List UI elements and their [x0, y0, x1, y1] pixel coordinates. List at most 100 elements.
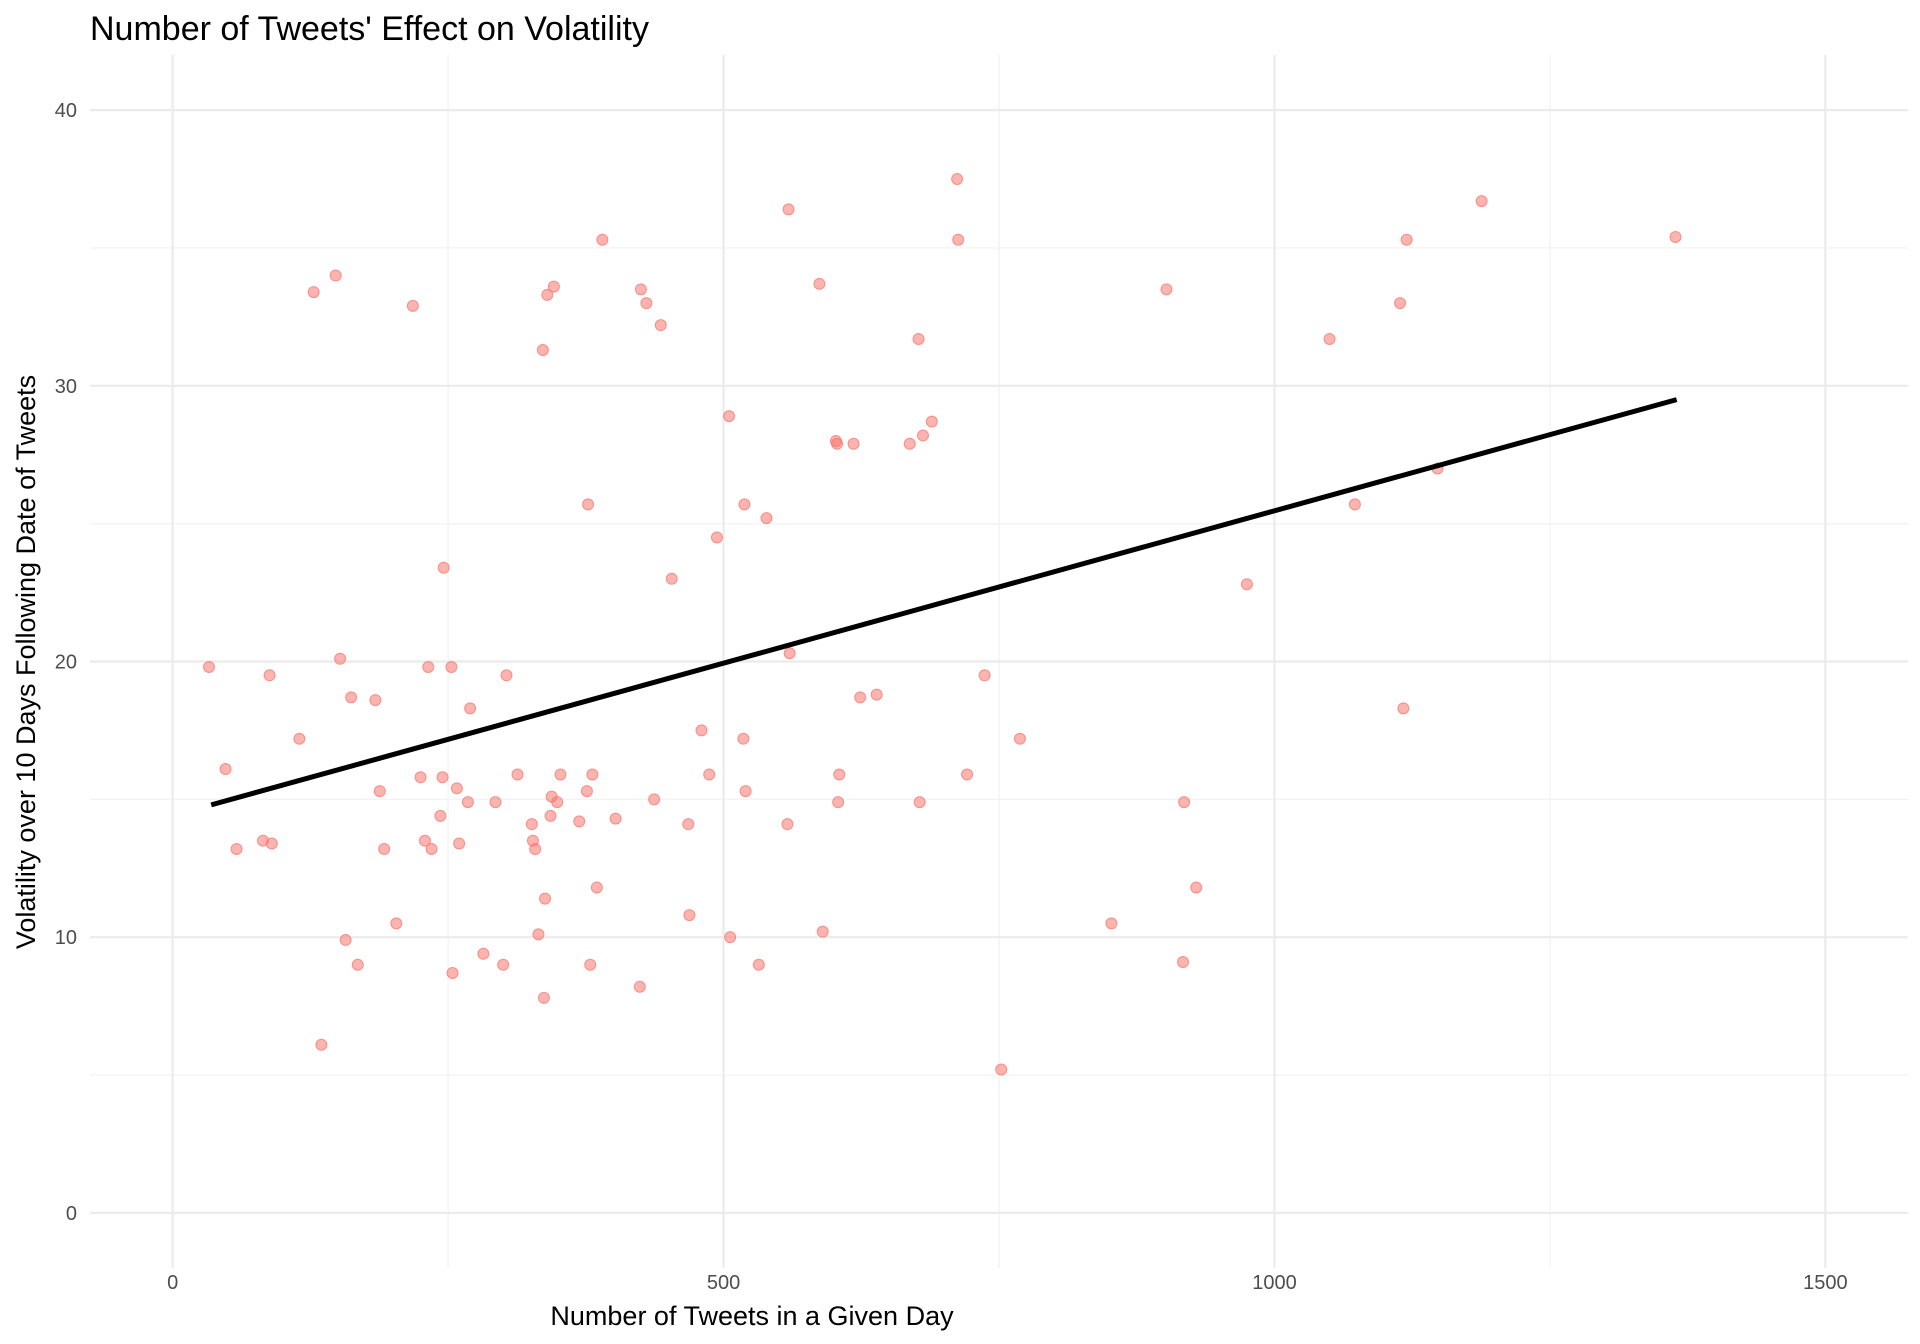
data-point — [854, 691, 867, 704]
data-point — [952, 233, 965, 246]
data-point — [1397, 702, 1410, 715]
y-axis-title: Volatility over 10 Days Following Date o… — [11, 375, 41, 949]
data-point — [833, 768, 846, 781]
data-point — [539, 892, 552, 905]
data-point — [816, 925, 829, 938]
data-point — [551, 796, 564, 809]
data-point — [633, 980, 646, 993]
data-point — [1475, 195, 1488, 208]
data-point — [609, 812, 622, 825]
data-point — [995, 1063, 1008, 1076]
data-point — [586, 768, 599, 781]
data-point — [925, 415, 938, 428]
data-point — [230, 842, 243, 855]
data-point — [334, 652, 347, 665]
data-point — [573, 815, 586, 828]
data-point — [497, 958, 510, 971]
data-point — [541, 288, 554, 301]
data-point — [265, 837, 278, 850]
data-point — [832, 796, 845, 809]
data-point — [464, 702, 477, 715]
data-point — [536, 343, 549, 356]
x-axis-title: Number of Tweets in a Given Day — [550, 1301, 954, 1331]
data-point — [648, 793, 661, 806]
data-point — [870, 688, 883, 701]
x-tick-label: 1500 — [1803, 1272, 1848, 1294]
data-point — [345, 691, 358, 704]
y-tick-label: 30 — [55, 376, 77, 398]
trend-line — [210, 397, 1678, 808]
data-point — [339, 933, 352, 946]
data-point — [529, 842, 542, 855]
data-point — [315, 1038, 328, 1051]
data-point — [683, 909, 696, 922]
data-point — [654, 319, 667, 332]
data-point — [1178, 796, 1191, 809]
data-point — [1105, 917, 1118, 930]
data-point — [202, 661, 215, 674]
data-point — [329, 269, 342, 282]
data-point — [477, 947, 490, 960]
data-point — [445, 661, 458, 674]
data-point — [1400, 233, 1413, 246]
data-point — [373, 785, 386, 798]
y-tick-label: 40 — [55, 100, 77, 122]
data-point — [219, 763, 232, 776]
data-point — [739, 785, 752, 798]
data-point — [422, 661, 435, 674]
data-point — [489, 796, 502, 809]
data-point — [406, 299, 419, 312]
y-tick-label: 20 — [55, 652, 77, 674]
data-point — [532, 928, 545, 941]
data-point — [916, 429, 929, 442]
data-point — [446, 967, 459, 980]
data-point — [913, 796, 926, 809]
data-point — [1013, 732, 1026, 745]
data-point — [596, 233, 609, 246]
x-axis-ticks: 0 500 1000 1500 — [167, 1272, 1848, 1294]
data-point — [978, 669, 991, 682]
data-point — [782, 203, 795, 216]
data-point — [461, 796, 474, 809]
data-point — [760, 512, 773, 525]
data-point — [1160, 283, 1173, 296]
data-point — [378, 842, 391, 855]
data-point — [554, 768, 567, 781]
data-point — [436, 771, 449, 784]
data-point — [500, 669, 513, 682]
data-point — [831, 437, 844, 450]
data-point — [263, 669, 276, 682]
data-point — [369, 694, 382, 707]
data-point — [1348, 498, 1361, 511]
data-point — [961, 768, 974, 781]
data-point — [640, 297, 653, 310]
data-point — [537, 991, 550, 1004]
data-point — [682, 818, 695, 831]
data-point — [1669, 230, 1682, 243]
data-point — [425, 842, 438, 855]
x-tick-label: 1000 — [1252, 1272, 1297, 1294]
data-point — [582, 498, 595, 511]
data-point — [847, 437, 860, 450]
data-point — [665, 572, 678, 585]
data-point — [525, 818, 538, 831]
data-point — [450, 782, 463, 795]
data-point — [737, 732, 750, 745]
data-point — [903, 437, 916, 450]
data-point — [1240, 578, 1253, 591]
data-point — [293, 732, 306, 745]
data-point — [418, 834, 431, 847]
y-axis-ticks: 0 10 20 30 40 — [55, 100, 77, 1225]
data-point — [634, 283, 647, 296]
data-point — [813, 277, 826, 290]
x-tick-label: 0 — [167, 1272, 178, 1294]
x-tick-label: 500 — [707, 1272, 740, 1294]
data-point — [723, 410, 736, 423]
data-points — [202, 173, 1682, 1076]
data-point — [351, 958, 364, 971]
grid — [90, 55, 1908, 1268]
y-tick-label: 0 — [66, 1203, 77, 1225]
data-point — [1323, 332, 1336, 345]
